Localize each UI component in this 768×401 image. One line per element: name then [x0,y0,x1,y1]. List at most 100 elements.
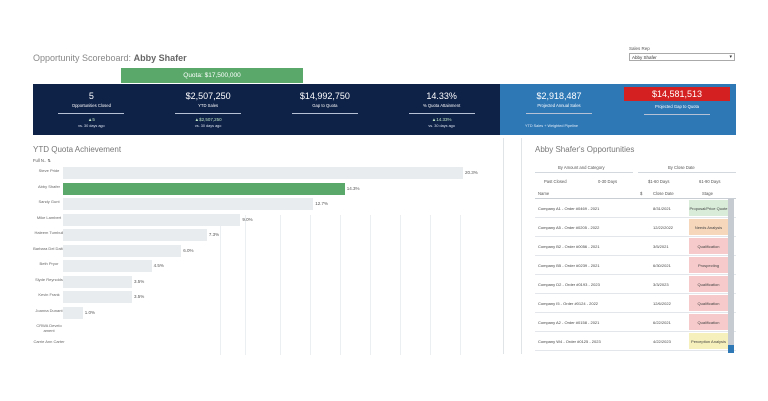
filter-31-60-days[interactable]: $1-60 Days [648,179,670,184]
rep-label: Abby Shafer [37,183,60,189]
rep-label: Steve Pride [38,168,60,173]
kpi-divider [58,113,125,114]
ytd-title: YTD Quota Achievement [33,145,122,154]
rep-label: Kevin Frank [38,292,60,297]
opportunity-name: Company I5 - Order #0124 - 2022 [538,301,599,306]
close-date: 4/22/2023 [653,339,671,344]
panel-divider [503,138,522,354]
kpi-change: ▲$2,507,250 [194,117,222,122]
column-close-date[interactable]: Close Date [653,191,674,196]
kpi-value: $2,507,250 [185,91,231,101]
kpi-value: $2,918,487 [536,91,582,101]
kpi-divider [175,113,242,114]
ytd-bar[interactable] [63,275,132,288]
kpi-opportunities-closed: 5 Opportunities Closed ▲5 vs. 30 days ag… [33,84,150,135]
kpi-gap-to-quota: $14,992,750 Gap to Quota [267,84,384,135]
gridline [220,215,221,355]
gridline [245,215,246,355]
opportunities-title: Abby Shafer's Opportunities [535,145,635,154]
kpi-projected-annual-sales: $2,918,487 Projected Annual Sales YTD Sa… [500,84,618,135]
sales-rep-select[interactable]: Abby Shafer ▾ [629,53,735,61]
sort-icon: ⇅ [47,158,51,163]
rep-label: Barbara Del Dalto [33,245,65,251]
gridline [460,215,461,355]
close-date: 12/6/2022 [653,301,671,306]
projected-band: $2,918,487 Projected Annual Sales YTD Sa… [500,84,736,135]
bar-value-label: 20.3% [465,170,478,175]
bar-value-label: 4.5% [153,263,164,268]
close-date: 3/5/2021 [653,244,669,249]
stage-badge: Perception Analysis [689,333,728,349]
ytd-bar[interactable] [63,306,83,319]
table-row[interactable]: Company B5 - Order #0239 - 2021 6/30/2021… [535,256,736,275]
rep-label: CRWA Develo ament [36,323,62,333]
kpi-label: Gap to Quota [312,103,338,108]
opportunity-name: Company B5 - Order #0239 - 2021 [538,263,600,268]
opportunity-name: Company A2 - Order #0158 - 2021 [538,320,600,325]
kpi-label: % Quota Attainment [423,103,461,108]
filter-past-closed[interactable]: Past Closed [544,179,567,184]
ytd-bar[interactable] [63,260,152,272]
column-name[interactable]: Name [538,191,550,196]
rep-label: Carrie Ann Carter [33,338,65,344]
bar-value-label: 1.0% [84,309,95,315]
stage-badge: Prospecting [689,257,728,273]
ytd-bar[interactable] [63,291,132,303]
kpi-label: Projected Gap to Quota [655,104,699,109]
bar-value-label: 14.3% [346,185,360,191]
kpi-note: YTD Sales + Weighted Pipeline [525,124,579,128]
gridline [310,215,311,355]
close-date: 6/22/2021 [653,320,671,325]
table-row[interactable]: Company B2 - Order #0056 - 2021 3/5/2021 Q… [535,237,736,256]
ytd-bar[interactable] [63,244,182,257]
scrollbar-thumb[interactable] [728,345,734,353]
bar-value-label: 7.3% [208,232,220,237]
stage-badge: Qualification [689,295,728,311]
sort-label[interactable]: Full N.. ⇅ [33,158,51,163]
kpi-label: Projected Annual Sales [537,103,581,108]
rep-label: Sandy Gunt [38,199,60,204]
stage-badge: Qualification [689,238,728,254]
opportunity-name: Company W4 - Order #0125 - 2023 [538,339,601,344]
scrollbar[interactable] [728,199,734,349]
table-row[interactable]: Company A2 - Order #0158 - 2021 6/22/2021… [535,313,736,332]
table-row[interactable]: Company W4 - Order #0125 - 2023 4/22/2023… [535,332,736,351]
bar-value-label: 3.5% [133,278,145,284]
tab-underline [535,172,633,173]
opportunity-name: Company A1 - Order #0469 - 2021 [538,206,600,211]
ytd-bar[interactable] [63,167,463,179]
sort-icon[interactable]: $ [640,191,643,196]
kpi-label: Opportunities Closed [71,103,111,108]
page-title-prefix: Opportunity Scoreboard: [33,53,132,63]
kpi-divider [644,114,710,115]
opportunity-name: Company D2 - Order #0193 - 2023 [538,282,600,287]
close-date: 12/22/2022 [653,225,674,230]
filter-0-30-days[interactable]: 0-30 Days [598,179,618,184]
ytd-bar[interactable] [63,229,207,241]
opportunity-name: Company A5 - Order #0205 - 2022 [538,225,600,230]
table-row[interactable]: Company I5 - Order #0124 - 2022 12/6/2022… [535,294,736,313]
close-date: 8/31/2021 [653,206,671,211]
column-stage[interactable]: Stage [702,191,713,196]
table-row[interactable]: Company A5 - Order #0205 - 2022 12/22/202… [535,218,736,237]
rep-label: Beth Pryor [39,261,59,266]
tab-close-date[interactable]: By Close Date [668,165,695,170]
table-row[interactable]: Company D2 - Order #0193 - 2023 3/3/2023 Q… [535,275,736,294]
page-title: Opportunity Scoreboard: Abby Shafer [33,53,187,63]
rep-label: Mike Lambert [36,214,62,220]
sales-rep-filter: Sales Rep Abby Shafer ▾ [629,46,735,61]
bar-value-label: 9.0% [242,216,253,222]
kpi-label: YTD Sales [198,103,219,108]
ytd-bar[interactable] [63,213,241,226]
kpi-band: 5 Opportunities Closed ▲5 vs. 30 days ag… [33,84,500,135]
rep-label: Slyde Reynolds [35,276,63,282]
kpi-quota-attainment: 14.33% % Quota Attainment ▲14.33% vs. 30… [383,84,500,135]
kpi-change: ▲14.33% [431,117,452,122]
ytd-bar[interactable] [63,182,345,195]
filter-61-90-days[interactable]: 61-90 Days [699,179,721,184]
kpi-value: $14,581,513 [623,87,731,101]
ytd-bar[interactable] [63,198,314,210]
close-date: 3/3/2023 [653,282,669,287]
tab-amount-category[interactable]: By Amount and Category [558,165,605,170]
table-row[interactable]: Company A1 - Order #0469 - 2021 8/31/2021… [535,199,736,218]
